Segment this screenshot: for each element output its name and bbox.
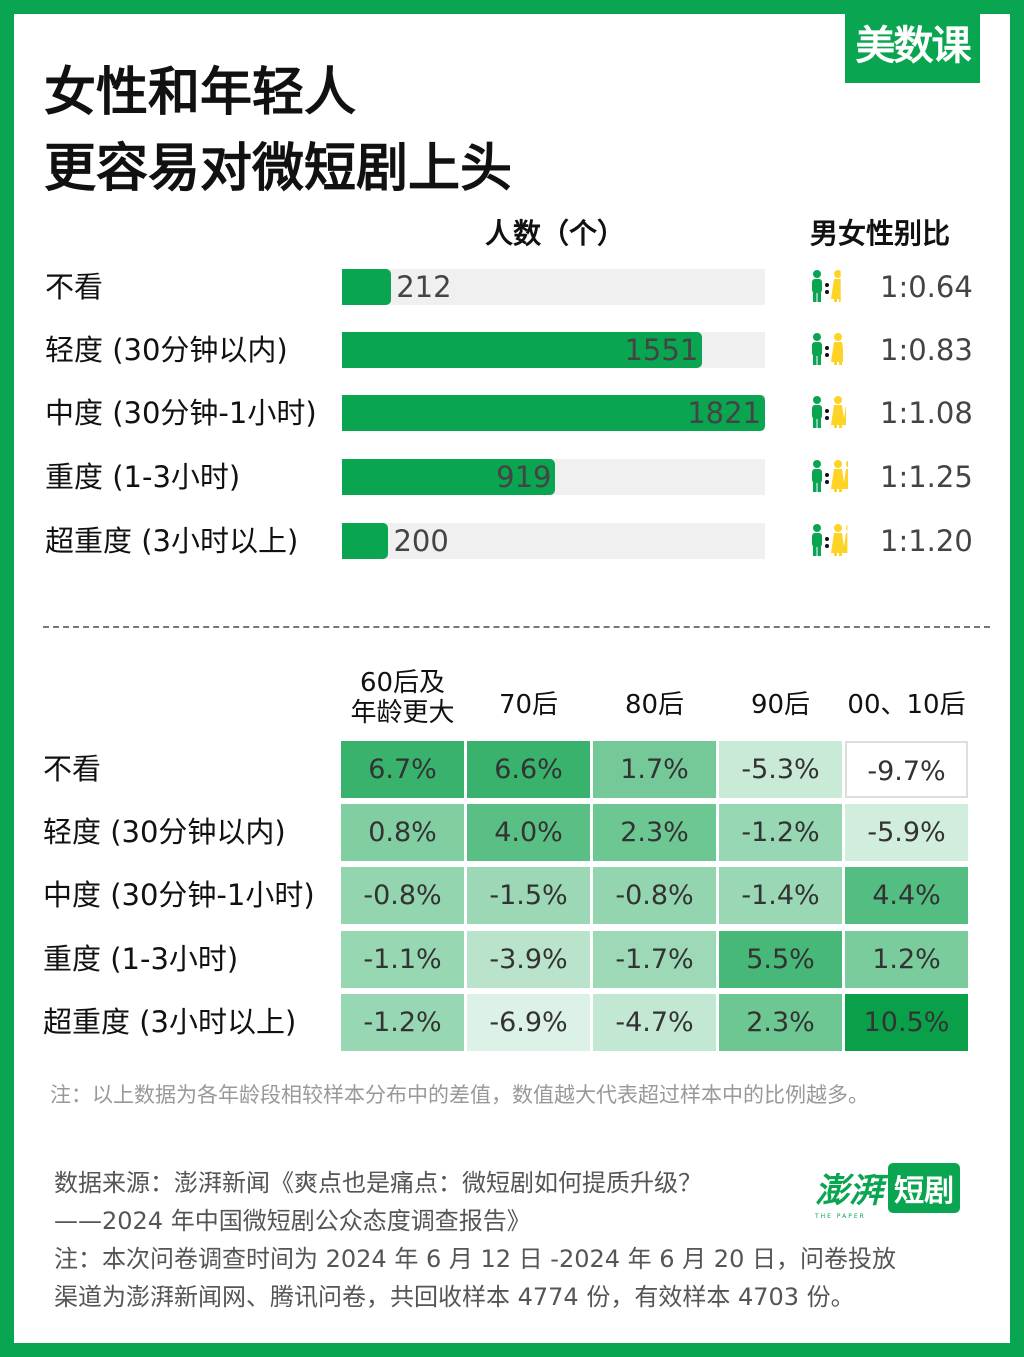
source-line: 数据来源：澎湃新闻《爽点也是痛点：微短剧如何提质升级？ xyxy=(54,1169,702,1197)
row-label: 不看 xyxy=(43,752,102,786)
bar xyxy=(342,459,556,495)
heatmap-cell: -0.8% xyxy=(341,867,464,924)
heatmap-cell: -5.9% xyxy=(845,804,968,861)
gender-ratio: 1:0.83 xyxy=(880,333,973,367)
gender-ratio: 1:1.25 xyxy=(880,460,973,494)
heatmap-cell: 1.7% xyxy=(593,741,716,798)
title-line: 女性和年轻人 xyxy=(44,63,357,123)
heatmap-cell: 10.5% xyxy=(845,994,968,1051)
heatmap-cell: -9.7% xyxy=(845,741,968,798)
bar-label: 不看 xyxy=(45,270,104,304)
ratio-header: 男女性别比 xyxy=(810,217,951,250)
the-paper-logo: 澎湃 短剧 THE PAPER xyxy=(815,1163,961,1220)
column-header: 90后 xyxy=(750,690,811,720)
row-label: 重度 (1-3小时) xyxy=(43,942,239,976)
bar-value: 919 xyxy=(496,460,552,494)
bar xyxy=(342,395,765,431)
gender-ratio: 1:0.64 xyxy=(880,270,973,304)
logo-text: 澎湃 xyxy=(815,1171,883,1211)
row-label: 轻度 (30分钟以内) xyxy=(43,815,286,849)
source-line: ——2024 年中国微短剧公众态度调查报告》 xyxy=(54,1207,531,1235)
bar-label: 重度 (1-3小时) xyxy=(45,460,241,494)
poster xyxy=(14,14,1010,1343)
row-label: 中度 (30分钟-1小时) xyxy=(43,878,315,912)
heatmap-cell: 0.8% xyxy=(341,804,464,861)
heatmap-cell: 2.3% xyxy=(719,994,842,1051)
bar-track: 1821 xyxy=(342,395,765,431)
count-header: 人数（个） xyxy=(485,217,626,250)
heatmap-cell: -3.9% xyxy=(467,931,590,988)
bar xyxy=(342,332,703,368)
gender-ratio-icon xyxy=(810,332,860,368)
source-line: 渠道为澎湃新闻网、腾讯问卷，共回收样本 4774 份，有效样本 4703 份。 xyxy=(54,1283,855,1311)
heatmap-cell: -1.7% xyxy=(593,931,716,988)
male-female-icon xyxy=(812,396,846,428)
bar-label: 轻度 (30分钟以内) xyxy=(45,333,288,367)
gender-ratio-icon xyxy=(810,523,860,559)
heatmap-cell: 4.0% xyxy=(467,804,590,861)
heatmap-cell: 6.6% xyxy=(467,741,590,798)
title-line: 更容易对微短剧上头 xyxy=(44,139,513,199)
heatmap-cell: -1.1% xyxy=(341,931,464,988)
bar-value: 212 xyxy=(396,270,452,304)
male-female-icon xyxy=(812,270,841,302)
column-header: 70后 xyxy=(498,690,559,720)
brand-logo: 美数课 xyxy=(845,0,980,83)
heatmap-cell: -5.3% xyxy=(719,741,842,798)
bar-track: 1551 xyxy=(342,332,765,368)
gender-ratio-icon xyxy=(810,459,860,495)
heatmap-cell: -1.5% xyxy=(467,867,590,924)
divider xyxy=(43,626,990,628)
gender-ratio-icon xyxy=(810,269,860,305)
heatmap-cell: -1.2% xyxy=(341,994,464,1051)
bar-value: 1821 xyxy=(687,396,761,430)
heatmap-cell: -6.9% xyxy=(467,994,590,1051)
gender-ratio: 1:1.20 xyxy=(880,524,973,558)
heatmap-cell: 2.3% xyxy=(593,804,716,861)
bar-label: 超重度 (3小时以上) xyxy=(45,524,299,558)
bar-value: 1551 xyxy=(624,333,699,367)
gender-ratio: 1:1.08 xyxy=(880,396,973,430)
bar xyxy=(342,269,392,305)
heatmap-cell: -1.4% xyxy=(719,867,842,924)
page-title: 女性和年轻人 更容易对微短剧上头 xyxy=(44,55,512,207)
note: 注：以上数据为各年龄段相较样本分布中的差值，数值越大代表超过样本中的比例越多。 xyxy=(50,1083,869,1107)
heatmap-cell: -1.2% xyxy=(719,804,842,861)
male-female-icon xyxy=(812,460,848,492)
column-header: 80后 xyxy=(624,690,685,720)
bar-value: 200 xyxy=(393,524,449,558)
heatmap-cell: 1.2% xyxy=(845,931,968,988)
source-line: 注：本次问卷调查时间为 2024 年 6 月 12 日 -2024 年 6 月 … xyxy=(54,1245,896,1273)
column-header: 00、10后 xyxy=(847,690,966,720)
heatmap-cell: -0.8% xyxy=(593,867,716,924)
row-label: 超重度 (3小时以上) xyxy=(43,1005,297,1039)
bar-track: 212 xyxy=(342,269,765,305)
male-female-icon xyxy=(812,524,848,556)
bar-track: 919 xyxy=(342,459,765,495)
heatmap-cell: -4.7% xyxy=(593,994,716,1051)
heatmap-cell: 5.5% xyxy=(719,931,842,988)
heatmap-cell: 4.4% xyxy=(845,867,968,924)
logo-sub: THE PAPER xyxy=(815,1213,866,1220)
heatmap-cell: 6.7% xyxy=(341,741,464,798)
column-header: 60后及 年龄更大 xyxy=(350,668,455,728)
bar-label: 中度 (30分钟-1小时) xyxy=(45,396,317,430)
logo-badge: 短剧 xyxy=(888,1163,961,1213)
gender-ratio-icon xyxy=(810,395,860,431)
bar-track: 200 xyxy=(342,523,765,559)
male-female-icon xyxy=(812,333,843,365)
bar xyxy=(342,523,389,559)
